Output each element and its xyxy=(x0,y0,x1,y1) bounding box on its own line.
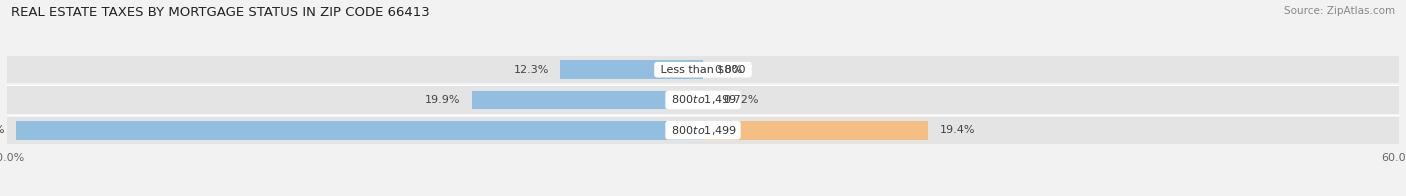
Text: 12.3%: 12.3% xyxy=(513,65,548,75)
Text: Less than $800: Less than $800 xyxy=(657,65,749,75)
Bar xyxy=(703,91,711,109)
Text: $800 to $1,499: $800 to $1,499 xyxy=(668,93,738,106)
Text: 19.9%: 19.9% xyxy=(425,95,461,105)
Text: 19.4%: 19.4% xyxy=(939,125,976,135)
Bar xyxy=(472,91,703,109)
Bar xyxy=(7,56,1399,83)
Bar xyxy=(703,121,928,140)
Text: REAL ESTATE TAXES BY MORTGAGE STATUS IN ZIP CODE 66413: REAL ESTATE TAXES BY MORTGAGE STATUS IN … xyxy=(11,6,430,19)
Bar xyxy=(7,117,1399,144)
Text: $800 to $1,499: $800 to $1,499 xyxy=(668,124,738,137)
Text: Source: ZipAtlas.com: Source: ZipAtlas.com xyxy=(1284,6,1395,16)
Text: 0.0%: 0.0% xyxy=(714,65,742,75)
Text: 59.2%: 59.2% xyxy=(0,125,4,135)
Bar xyxy=(17,121,703,140)
Bar xyxy=(561,60,703,79)
Text: 0.72%: 0.72% xyxy=(723,95,758,105)
Bar xyxy=(7,86,1399,113)
